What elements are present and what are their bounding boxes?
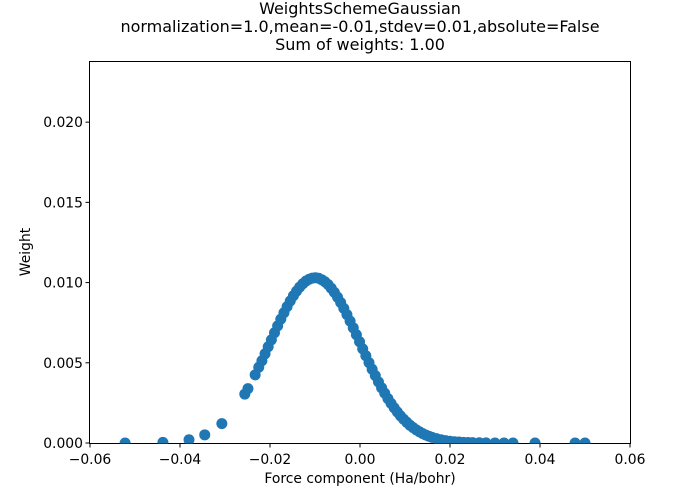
scatter-point [489,437,501,444]
scatter-series [119,272,591,444]
axes-spines [89,61,631,444]
y-axis-label: Weight [18,227,34,276]
y-tick-label: 0.010 [43,276,83,292]
x-tick-label: −0.04 [159,452,202,468]
y-tick-label: 0.000 [43,436,83,452]
scatter-point [242,383,254,395]
plot-area: −0.06 −0.04 −0.02 0.00 0.02 0.04 0.06 0.000 0.00… [43,61,646,468]
x-tick-label: 0.00 [345,452,376,468]
scatter-point [507,437,519,444]
x-tick-label: −0.06 [69,452,112,468]
scatter-point [199,429,211,441]
chart-title-line-3: Sum of weights: 1.00 [275,35,445,54]
scatter-point [183,434,195,444]
scatter-point [216,418,228,430]
scatter-point [498,437,510,444]
y-tick-label: 0.015 [43,195,83,211]
chart-title-line-1: WeightsSchemeGaussian [259,0,461,18]
scatter-point [529,437,541,444]
scatter-point [157,436,169,444]
x-tick-label: 0.02 [435,452,466,468]
scatter-point [119,437,131,444]
chart-title-line-2: normalization=1.0,mean=-0.01,stdev=0.01,… [120,17,599,36]
x-tick-label: −0.02 [249,452,292,468]
y-tick-label: 0.005 [43,356,83,372]
scatter-point [579,437,591,444]
x-axis-label: Force component (Ha/bohr) [264,471,455,487]
scatter-point [569,437,581,444]
scatter-point [480,437,492,444]
x-tick-label: 0.06 [615,452,646,468]
y-tick-label: 0.020 [43,115,83,131]
x-tick-label: 0.04 [525,452,556,468]
